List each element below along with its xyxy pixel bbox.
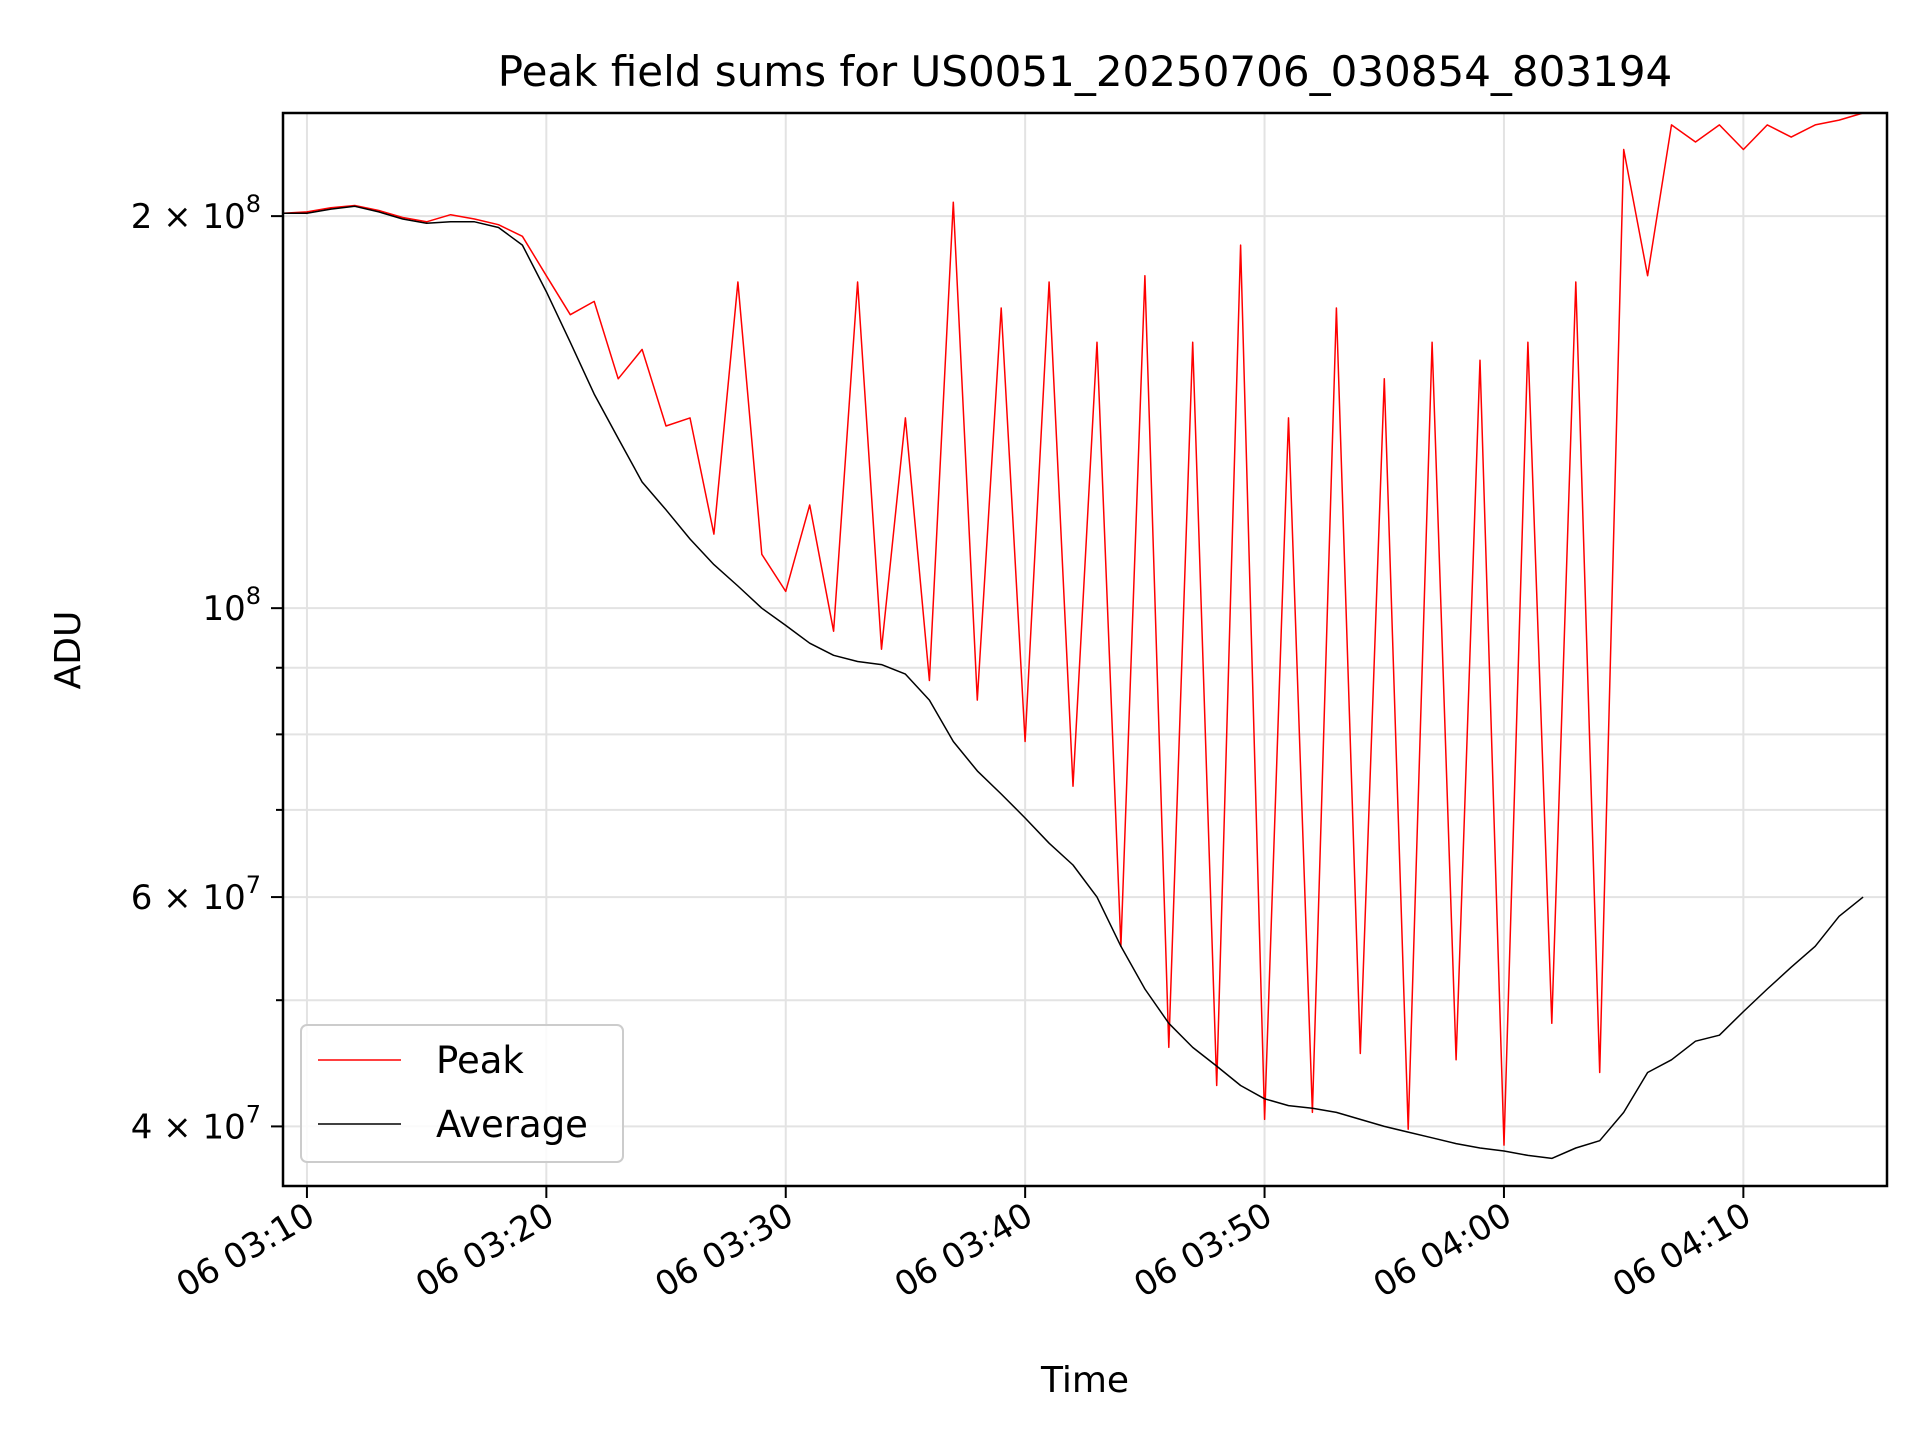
legend-peak-label: Peak (436, 1039, 524, 1082)
plot-frame (281, 111, 1889, 1188)
series-layer (282, 112, 1864, 1160)
y-axis-label: ADU (48, 611, 89, 690)
series-average-line (283, 205, 1864, 1160)
y-tick-label: 2 × 108 (131, 190, 261, 237)
series-peak-line (282, 112, 1864, 1146)
chart-title: Peak field sums for US0051_20250706_0308… (498, 47, 1673, 96)
y-tick-label: 4 × 107 (131, 1100, 261, 1147)
y-tick-label: 108 (202, 582, 261, 629)
legend: Peak Average (300, 1024, 624, 1163)
y-axis: 4 × 107 6 × 107 108 2 × 108 (131, 190, 283, 1147)
y-tick-label: 6 × 107 (131, 871, 261, 918)
legend-average-label: Average (436, 1103, 588, 1146)
x-axis-label: Time (1040, 1360, 1129, 1401)
